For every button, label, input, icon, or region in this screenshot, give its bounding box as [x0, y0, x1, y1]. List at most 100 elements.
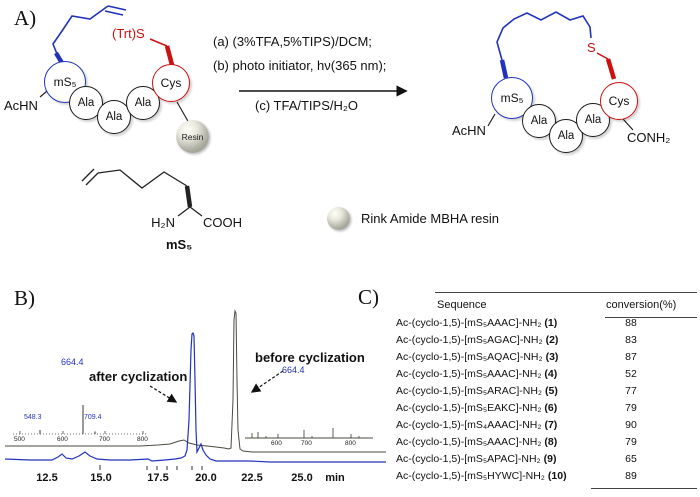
- condition-a: (a) (3%TFA,5%TIPS)/DCM;: [213, 34, 372, 49]
- compound-number: (1): [544, 317, 558, 329]
- table-row: Ac-(cyclo-1,5)-[mS₄AAAC]-NH₂ (7) 90: [396, 419, 700, 436]
- sequence-cell: Ac-(cyclo-1,5)-[mS₅AGAC]-NH₂ (2): [396, 334, 558, 346]
- ms-inset-right: [245, 428, 373, 439]
- residue-ala1-right: Ala: [522, 104, 556, 138]
- table-row: Ac-(cyclo-1,5)-[mS₅AAAC]-NH₂ (8) 79: [396, 436, 700, 453]
- sequence-text: Ac-(cyclo-1,5)-[mS₅ARAC]-NH₂: [396, 385, 542, 397]
- conversion-cell: 79: [625, 402, 637, 414]
- sequence-table: Ac-(cyclo-1,5)-[mS₅AAAC]-NH₂ (1) 88 Ac-(c…: [396, 317, 700, 487]
- alkene-double-bond: [107, 5, 127, 11]
- sequence-cell: Ac-(cyclo-1,5)-[mS₅AAAC]-NH₂ (8): [396, 436, 557, 448]
- conversion-cell: 89: [625, 470, 637, 482]
- resin-legend-text: Rink Amide MBHA resin: [361, 211, 499, 226]
- sequence-text: Ac-(cyclo-1,5)-[mS₅AAAC]-NH₂: [396, 436, 542, 448]
- trt-s-bond: [149, 38, 168, 47]
- table-row: Ac-(cyclo-1,5)-[mS₅AAAC]-NH₂ (4) 52: [396, 368, 700, 385]
- sequence-text: Ac-(cyclo-1,5)-[mS₅HYWC]-NH₂: [396, 470, 545, 482]
- resin-bead-label: Resin: [181, 131, 204, 142]
- ms-peak-709-label: 709.4: [84, 414, 102, 421]
- conversion-cell: 90: [625, 419, 637, 431]
- sequence-text: Ac-(cyclo-1,5)-[mS₅EAKC]-NH₂: [396, 402, 542, 414]
- conversion-cell: 83: [625, 334, 637, 346]
- sequence-cell: Ac-(cyclo-1,5)-[mS₅AAAC]-NH₂ (4): [396, 368, 557, 380]
- conversion-cell: 87: [625, 351, 637, 363]
- residue-ala2-left: Ala: [97, 100, 131, 134]
- sequence-cell: Ac-(cyclo-1,5)-[mS₅APAC]-NH₂ (9): [396, 453, 556, 465]
- staple-chain: [496, 11, 592, 61]
- cooh-label: COOH: [203, 215, 242, 230]
- before-cyclization-label: before cyclization: [255, 350, 365, 365]
- compound-number: (2): [545, 334, 559, 346]
- inset-left-tick-500: 500: [14, 436, 25, 443]
- sequence-cell: Ac-(cyclo-1,5)-[mS₄AAAC]-NH₂ (7): [396, 419, 557, 431]
- stereo-wedge-2: [184, 185, 193, 208]
- inset-right-tick-800: 800: [345, 440, 356, 447]
- sequence-text: Ac-(cyclo-1,5)-[mS₅AAAC]-NH₂: [396, 368, 542, 380]
- thioether-bond: [596, 52, 609, 60]
- acnh-label-right: AcHN: [452, 123, 486, 138]
- x-tick-25-0: 25.0: [291, 472, 313, 484]
- sequence-text: Ac-(cyclo-1,5)-[mS₄AAAC]-NH₂: [396, 419, 542, 431]
- panel-c-label: C): [358, 285, 379, 309]
- resin-legend-bead: [327, 207, 350, 230]
- time-axis-ticks: [99, 465, 203, 470]
- table-row: Ac-(cyclo-1,5)-[mS₅HYWC]-NH₂ (10) 89: [396, 470, 700, 487]
- after-cyclization-label: after cyclization: [89, 369, 188, 384]
- sequence-cell: Ac-(cyclo-1,5)-[mS₅AAAC]-NH₂ (1): [396, 317, 557, 329]
- sequence-cell: Ac-(cyclo-1,5)-[mS₅EAKC]-NH₂ (6): [396, 402, 557, 414]
- condition-c: (c) TFA/TIPS/H₂O: [255, 98, 359, 113]
- compound-number: (4): [544, 368, 558, 380]
- inset-right-tick-700: 700: [301, 440, 312, 447]
- conversion-cell: 88: [625, 317, 637, 329]
- sequence-cell: Ac-(cyclo-1,5)-[mS₅AQAC]-NH₂ (3): [396, 351, 558, 363]
- compound-number: (5): [544, 385, 558, 397]
- compound-number: (6): [544, 402, 558, 414]
- conh2-label: CONH₂: [627, 130, 671, 145]
- x-tick-20-0: 20.0: [195, 472, 217, 484]
- sequence-text: Ac-(cyclo-1,5)-[mS₅AAAC]-NH₂: [396, 317, 542, 329]
- table-row: Ac-(cyclo-1,5)-[mS₅EAKC]-NH₂ (6) 79: [396, 402, 700, 419]
- sulfur-label: S: [587, 40, 596, 55]
- x-axis-unit: min: [325, 472, 345, 484]
- after-mass-label: 664.4: [61, 357, 84, 367]
- x-tick-12-5: 12.5: [36, 472, 58, 484]
- compound-number: (9): [543, 453, 557, 465]
- conversion-cell: 65: [625, 453, 637, 465]
- table-row: Ac-(cyclo-1,5)-[mS₅ARAC]-NH₂ (5) 77: [396, 385, 700, 402]
- before-mass-label: 664.4: [282, 365, 305, 375]
- table-row: Ac-(cyclo-1,5)-[mS₅AQAC]-NH₂ (3) 87: [396, 351, 700, 368]
- sequence-text: Ac-(cyclo-1,5)-[mS₅AGAC]-NH₂: [396, 334, 543, 346]
- column-header-sequence: Sequence: [437, 299, 487, 311]
- sequence-text: Ac-(cyclo-1,5)-[mS₅APAC]-NH₂: [396, 453, 541, 465]
- trt-s-label: (Trt)S: [112, 26, 145, 41]
- after-arrow: [149, 385, 178, 403]
- conversion-cell: 77: [625, 385, 637, 397]
- column-header-conversion: conversion(%): [606, 299, 677, 311]
- residue-cys-left: Cys: [152, 64, 190, 102]
- table-row: Ac-(cyclo-1,5)-[mS₅AAAC]-NH₂ (1) 88: [396, 317, 700, 334]
- x-tick-22-5: 22.5: [241, 472, 263, 484]
- acnh-bond-right: [487, 113, 496, 127]
- alkene-double-bond-2: [81, 168, 95, 182]
- ms-peak-548-label: 548.3: [24, 414, 42, 421]
- x-tick-15-0: 15.0: [90, 472, 112, 484]
- panel-a-label: A): [14, 6, 37, 30]
- conversion-cell: 79: [625, 436, 637, 448]
- compound-number: (7): [544, 419, 558, 431]
- inset-right-tick-600: 600: [271, 440, 282, 447]
- inset-left-tick-800: 800: [137, 436, 148, 443]
- sequence-text: Ac-(cyclo-1,5)-[mS₅AQAC]-NH₂: [396, 351, 543, 363]
- inset-left-tick-700: 700: [99, 436, 110, 443]
- before-arrow: [250, 370, 284, 393]
- sequence-cell: Ac-(cyclo-1,5)-[mS₅HYWC]-NH₂ (10): [396, 470, 567, 482]
- table-row: Ac-(cyclo-1,5)-[mS₅AGAC]-NH₂ (2) 83: [396, 334, 700, 351]
- conh2-bond: [622, 118, 634, 131]
- ms5-name: mS₅: [166, 237, 193, 252]
- conversion-cell: 52: [625, 368, 637, 380]
- x-tick-17-5: 17.5: [147, 472, 169, 484]
- condition-b: (b) photo initiator, hν(365 nm);: [213, 58, 387, 73]
- panel-b-label: B): [14, 286, 35, 310]
- h2n-label: H₂N: [151, 215, 175, 230]
- ms5-structure-bonds: [81, 168, 203, 217]
